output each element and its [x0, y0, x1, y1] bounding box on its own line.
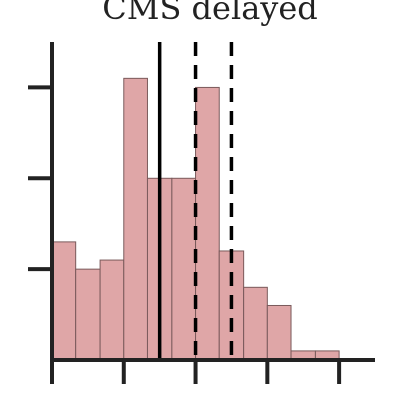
histogram-bar-1 — [75, 268, 101, 361]
histogram-bar-5 — [171, 177, 197, 361]
reference-lines-layer — [157, 42, 234, 360]
axes-layer — [28, 42, 375, 384]
histogram-bar-9 — [266, 304, 292, 361]
histogram-bar-3 — [123, 77, 148, 361]
histogram-bar-0 — [51, 241, 77, 361]
histogram-bar-8 — [243, 286, 268, 361]
chart-title: CMS delayed — [102, 0, 318, 27]
histogram-bar-6 — [195, 86, 220, 361]
histogram-bar-2 — [99, 259, 125, 361]
